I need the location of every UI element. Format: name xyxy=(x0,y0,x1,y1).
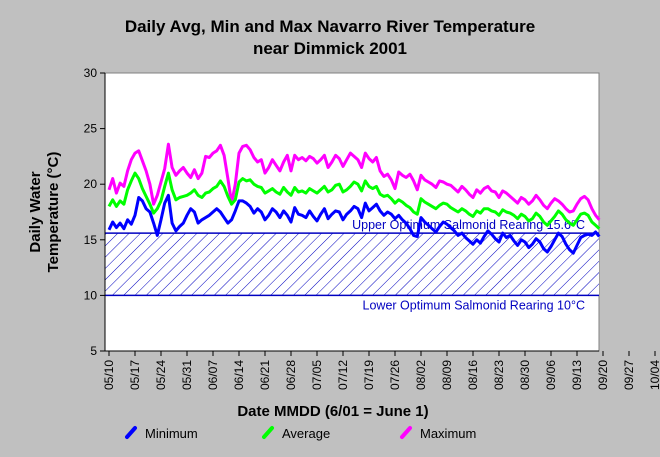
x-tick-label: 05/10 xyxy=(102,360,116,390)
legend-label-average: Average xyxy=(282,426,330,441)
legend-label-minimum: Minimum xyxy=(145,426,198,441)
chart-title-line2: near Dimmick 2001 xyxy=(253,39,407,58)
x-tick-label: 06/14 xyxy=(232,360,246,390)
y-axis: 5 10 15 20 25 30 xyxy=(84,66,106,358)
series-line-maximum xyxy=(107,142,601,221)
x-tick-label: 07/05 xyxy=(310,360,324,390)
x-tick-label: 06/21 xyxy=(258,360,272,390)
x-tick-label: 08/30 xyxy=(518,360,532,390)
x-tick-label: 05/31 xyxy=(180,360,194,390)
legend: Minimum Average Maximum xyxy=(125,426,476,441)
y-tick-label: 15 xyxy=(84,233,98,247)
x-axis: 05/10 05/17 05/24 05/31 06/07 06/14 06/21 06/28… xyxy=(102,350,660,390)
x-tick-label: 08/16 xyxy=(466,360,480,390)
legend-swatch-maximum xyxy=(400,426,412,439)
y-axis-title-line1: Daily Water xyxy=(27,171,44,252)
x-tick-label: 08/23 xyxy=(492,360,506,390)
series-line-minimum xyxy=(107,193,601,255)
x-tick-label: 06/07 xyxy=(206,360,220,390)
x-axis-title: Date MMDD (6/01 = June 1) xyxy=(237,403,428,420)
x-tick-label: 07/19 xyxy=(362,360,376,390)
series-line-average xyxy=(107,171,601,230)
lower-optimum-label: Lower Optimum Salmonid Rearing 10°C xyxy=(363,298,585,312)
y-axis-title-line2: Temperature (°C) xyxy=(45,152,62,273)
x-tick-label: 10/04 xyxy=(648,360,660,390)
legend-swatch-minimum xyxy=(125,426,137,439)
x-tick-label: 09/06 xyxy=(544,360,558,390)
legend-swatch-average xyxy=(262,426,274,439)
x-tick-label: 06/28 xyxy=(284,360,298,390)
chart-title-line1: Daily Avg, Min and Max Navarro River Tem… xyxy=(125,17,535,36)
x-tick-label: 08/09 xyxy=(440,360,454,390)
y-tick-label: 10 xyxy=(84,288,98,302)
series-lines xyxy=(107,142,601,255)
x-tick-label: 09/20 xyxy=(596,360,610,390)
legend-label-maximum: Maximum xyxy=(420,426,476,441)
y-tick-label: 5 xyxy=(90,344,97,358)
x-tick-label: 05/17 xyxy=(128,360,142,390)
y-tick-label: 20 xyxy=(84,177,98,191)
x-tick-label: 07/12 xyxy=(336,360,350,390)
x-tick-label: 05/24 xyxy=(154,360,168,390)
y-tick-label: 25 xyxy=(84,122,98,136)
x-tick-label: 07/26 xyxy=(388,360,402,390)
x-tick-label: 09/13 xyxy=(570,360,584,390)
x-tick-label: 08/02 xyxy=(414,360,428,390)
x-tick-label: 09/27 xyxy=(622,360,636,390)
y-tick-label: 30 xyxy=(84,66,98,80)
